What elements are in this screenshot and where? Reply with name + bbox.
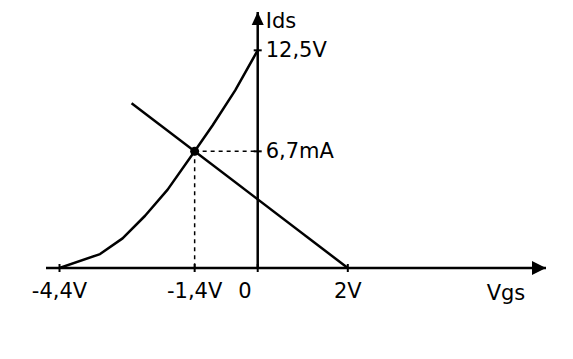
series-line xyxy=(60,50,258,268)
x-tick-label: 0 xyxy=(238,279,251,303)
y-tick-label: 12,5V xyxy=(266,38,328,62)
x-tick-label: -1,4V xyxy=(167,279,223,303)
guide-vertical xyxy=(194,151,196,268)
operating-point xyxy=(190,147,199,156)
x-axis xyxy=(46,267,546,270)
x-tick-label: 2V xyxy=(334,279,362,303)
x-arrow xyxy=(532,261,546,275)
y-tick-label: 6,7mA xyxy=(266,139,335,163)
x-tick xyxy=(257,264,259,272)
series-line xyxy=(132,103,348,268)
chart: -4,4V -1,4V 0 2V 6,7mA 12,5V Ids Vgs xyxy=(0,0,573,359)
y-arrow xyxy=(252,12,264,25)
plot-area xyxy=(60,50,348,268)
x-axis-title: Vgs xyxy=(487,281,526,305)
x-tick-label: -4,4V xyxy=(32,279,88,303)
y-axis-title: Ids xyxy=(266,9,296,33)
guide-horizontal xyxy=(195,151,258,153)
